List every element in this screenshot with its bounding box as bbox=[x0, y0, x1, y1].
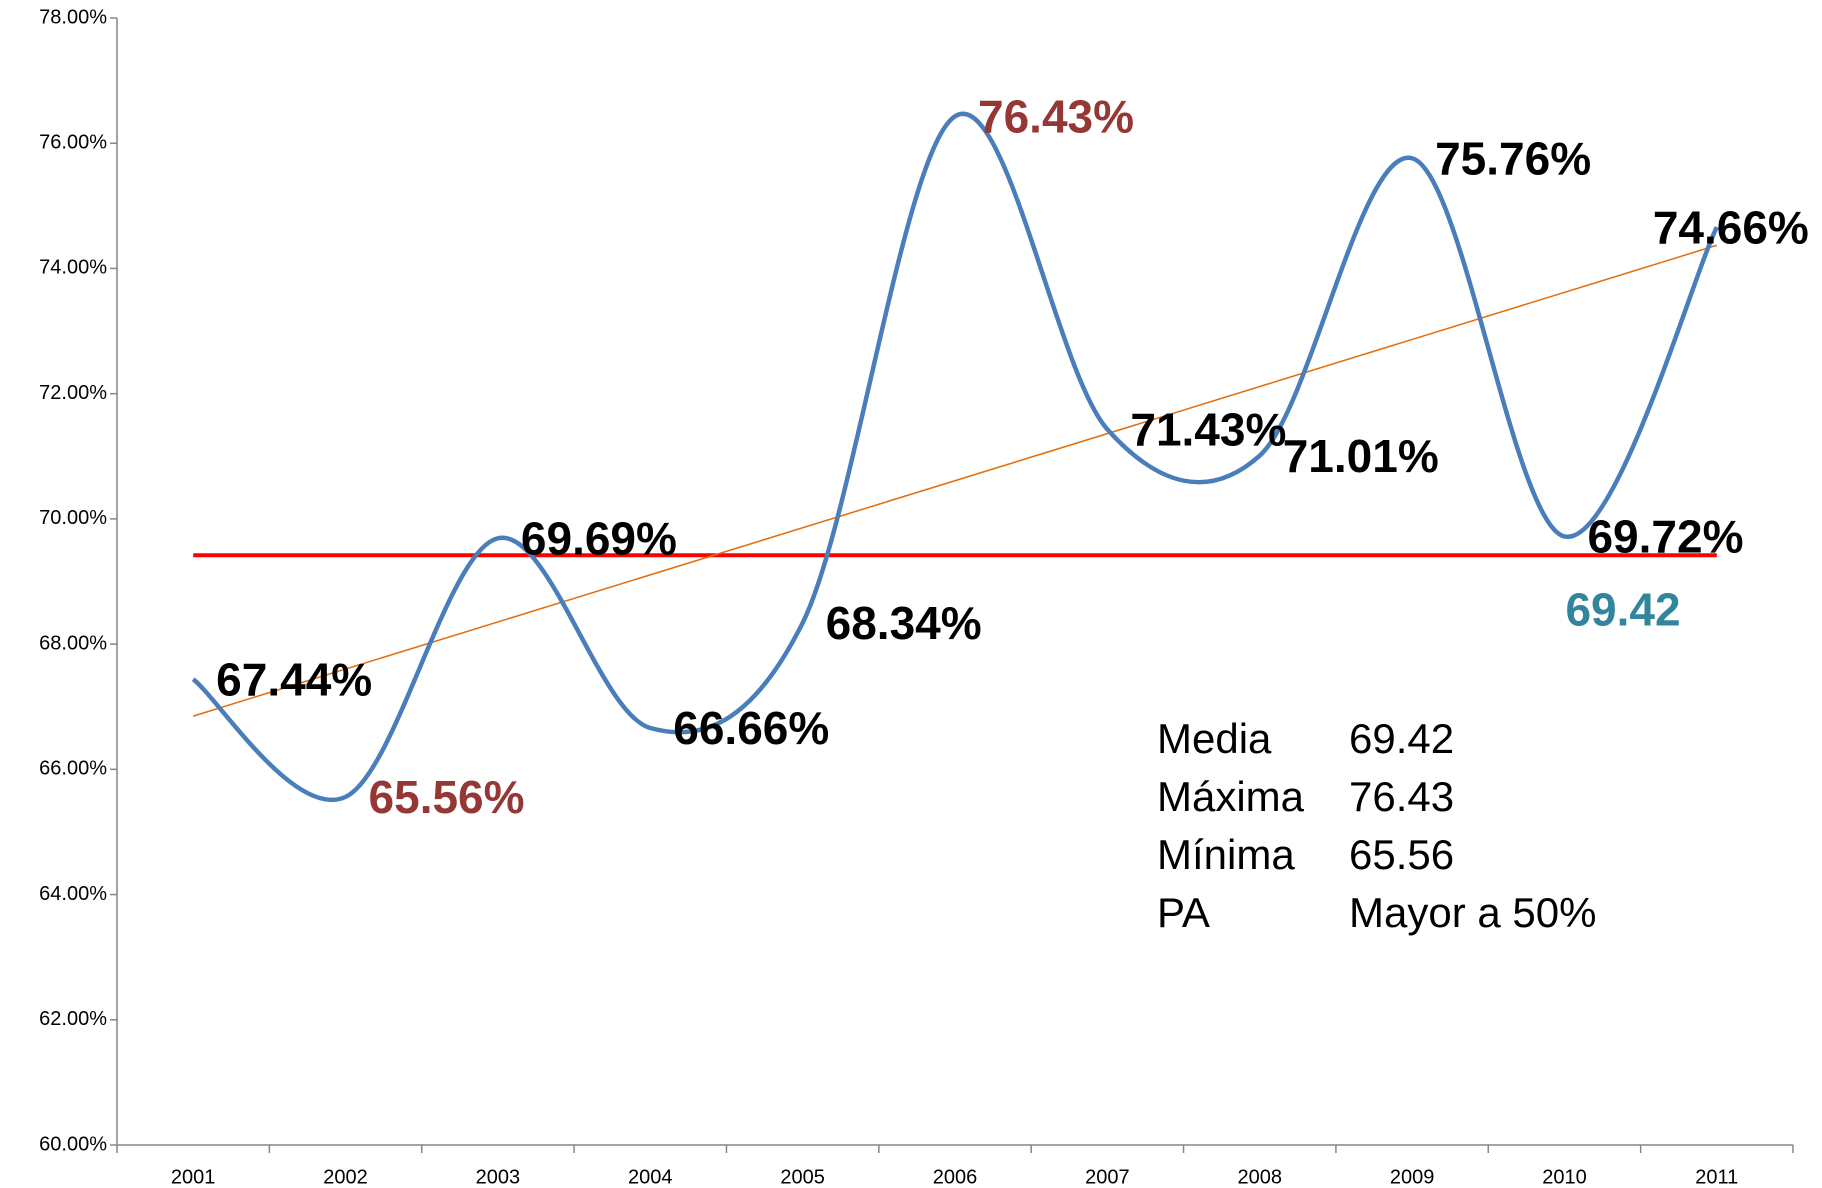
data-label: 65.56% bbox=[369, 771, 525, 823]
y-tick-label: 76.00% bbox=[39, 132, 107, 154]
y-tick-label: 66.00% bbox=[39, 758, 107, 780]
x-tick-label: 2003 bbox=[476, 1166, 521, 1188]
x-tick-label: 2011 bbox=[1695, 1166, 1738, 1188]
stats-text: 76.43 bbox=[1349, 773, 1454, 820]
x-tick-label: 2009 bbox=[1390, 1166, 1435, 1188]
trendline bbox=[192, 244, 1718, 717]
data-label: 68.34% bbox=[826, 597, 982, 649]
y-tick-label: 74.00% bbox=[39, 257, 107, 279]
x-tick-label: 2004 bbox=[628, 1166, 673, 1188]
data-label: 66.66% bbox=[673, 702, 829, 754]
data-label: 67.44% bbox=[216, 653, 372, 705]
stats-text: Máxima bbox=[1157, 773, 1305, 820]
y-tick-label: 68.00% bbox=[39, 632, 107, 654]
series-line bbox=[191, 111, 1719, 802]
stats-text: Mayor a 50% bbox=[1349, 889, 1596, 936]
mean-label: 69.42 bbox=[1565, 583, 1680, 635]
stats-text: Mínima bbox=[1157, 831, 1295, 878]
data-label: 74.66% bbox=[1653, 201, 1809, 253]
x-tick-label: 2001 bbox=[171, 1166, 216, 1188]
stats-text: PA bbox=[1157, 889, 1210, 936]
data-label: 69.72% bbox=[1587, 511, 1743, 563]
data-label: 76.43% bbox=[978, 90, 1134, 142]
y-tick-label: 62.00% bbox=[39, 1008, 107, 1030]
stats-text: Media bbox=[1157, 715, 1272, 762]
x-tick-label: 2008 bbox=[1237, 1166, 1282, 1188]
x-tick-label: 2010 bbox=[1542, 1166, 1587, 1188]
y-tick-label: 60.00% bbox=[39, 1133, 107, 1155]
stats-text: 69.42 bbox=[1349, 715, 1454, 762]
data-label: 75.76% bbox=[1435, 132, 1591, 184]
y-tick-label: 64.00% bbox=[39, 883, 107, 905]
y-tick-label: 78.00% bbox=[39, 6, 107, 28]
x-tick-label: 2005 bbox=[780, 1166, 825, 1188]
x-tick-label: 2002 bbox=[323, 1166, 368, 1188]
x-tick-label: 2006 bbox=[933, 1166, 978, 1188]
y-tick-label: 72.00% bbox=[39, 382, 107, 404]
y-tick-label: 70.00% bbox=[39, 507, 107, 529]
data-label: 69.69% bbox=[521, 512, 677, 564]
stats-text: 65.56 bbox=[1349, 831, 1454, 878]
x-tick-label: 2007 bbox=[1085, 1166, 1130, 1188]
data-label: 71.01% bbox=[1283, 430, 1439, 482]
data-label: 71.43% bbox=[1130, 404, 1286, 456]
